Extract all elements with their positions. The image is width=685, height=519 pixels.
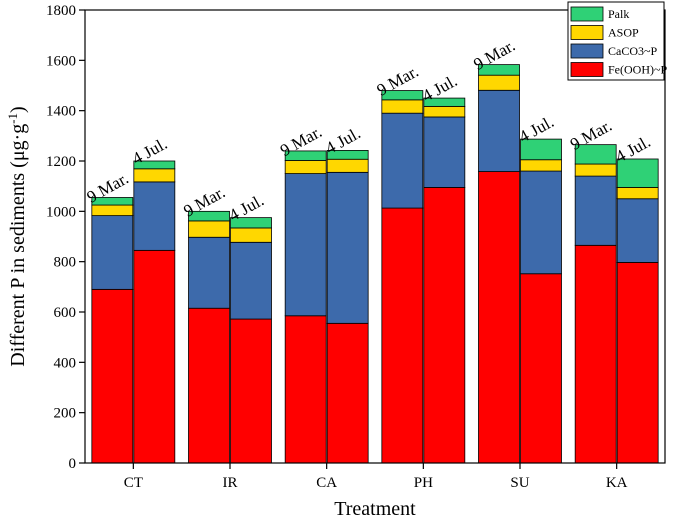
- bar-segment: [326, 150, 369, 160]
- y-tick-label: 200: [54, 406, 77, 422]
- bar-segment: [91, 288, 134, 464]
- bar-segment: [423, 116, 466, 188]
- y-axis-title-sup: -1: [5, 113, 20, 124]
- bar-segment: [326, 322, 369, 464]
- bar-segment: [616, 198, 659, 263]
- bar-segment: [520, 138, 562, 161]
- legend-label: Fe(OOH)~P: [608, 63, 667, 77]
- bar-segment: [133, 168, 176, 183]
- bar-segment: [423, 187, 466, 464]
- y-tick-label: 1400: [46, 104, 76, 120]
- bar-segment: [574, 175, 617, 246]
- x-axis: CT IR CA PH SU KA: [124, 463, 628, 491]
- legend-swatch: [570, 25, 604, 40]
- bar-segment: [381, 90, 424, 101]
- x-tick-label: IR: [223, 475, 238, 491]
- bar-segment: [616, 187, 659, 200]
- bar-segment: [574, 163, 617, 177]
- y-tick-label: 1600: [46, 53, 76, 69]
- bar-segment: [326, 171, 369, 324]
- x-tick-label: CA: [316, 475, 337, 491]
- y-tick-label: 1200: [46, 154, 76, 170]
- bars-group: [91, 64, 659, 464]
- bar-segment: [423, 105, 466, 118]
- legend-label: CaCO3~P: [608, 44, 657, 58]
- bar-segment: [423, 97, 466, 107]
- bar-segment: [91, 204, 134, 217]
- y-tick-label: 800: [54, 255, 77, 271]
- bar-segment: [91, 215, 134, 290]
- bar-segment: [520, 159, 562, 172]
- y-tick-label: 400: [54, 355, 77, 371]
- legend-swatch: [570, 43, 604, 59]
- bar-segment: [230, 217, 272, 229]
- bar-segment: [326, 158, 369, 173]
- bar-segment: [230, 318, 272, 464]
- y-axis-title-main: Different P in sediments (μg·g: [7, 124, 29, 367]
- bar-segment: [520, 170, 562, 275]
- bar-segment: [91, 197, 134, 206]
- bar-segment: [478, 89, 520, 172]
- y-tick-label: 1800: [46, 3, 76, 19]
- y-axis: 0 200 400 600 800 1000 1200 1400 1600 1800: [46, 3, 85, 472]
- bar-segment: [133, 160, 176, 170]
- y-tick-label: 1000: [46, 204, 76, 220]
- x-axis-title: Treatment: [334, 498, 416, 519]
- bar-segment: [478, 64, 520, 76]
- bar-segment: [478, 74, 520, 91]
- bar-segment: [284, 315, 327, 464]
- plot-frame: [84, 9, 666, 464]
- bar-segment: [478, 171, 520, 464]
- legend-label: ASOP: [608, 26, 639, 40]
- bar-segment: [381, 112, 424, 209]
- y-axis-title-end: ): [7, 106, 29, 113]
- bar-segment: [133, 181, 176, 251]
- bar-segment: [520, 273, 562, 464]
- bar-segment: [381, 99, 424, 114]
- bar-segment: [188, 220, 230, 238]
- bar-segment: [381, 207, 424, 464]
- bar-segment: [284, 150, 327, 161]
- bar-segment: [574, 244, 617, 464]
- bar-segment: [230, 241, 272, 320]
- bar-segment: [616, 158, 659, 188]
- bar-segment: [133, 249, 176, 464]
- legend-label: Palk: [608, 7, 629, 21]
- x-tick-label: PH: [414, 475, 433, 491]
- bar-segment: [616, 262, 659, 464]
- x-tick-label: KA: [606, 475, 628, 491]
- legend: Palk ASOP CaCO3~P Fe(OOH)~P: [567, 1, 667, 81]
- x-tick-label: SU: [510, 475, 529, 491]
- y-tick-label: 600: [54, 305, 77, 321]
- bar-segment: [230, 227, 272, 243]
- bar-segment: [188, 210, 230, 222]
- y-tick-label: 0: [69, 456, 77, 472]
- legend-swatch: [570, 6, 604, 22]
- bar-segment: [574, 144, 617, 165]
- bar-segment: [284, 173, 327, 317]
- legend-swatch: [570, 62, 604, 77]
- y-axis-title: Different P in sediments (μg·g-1): [5, 106, 30, 366]
- x-tick-label: CT: [124, 475, 143, 491]
- bar-segment: [188, 307, 230, 464]
- bar-segment: [188, 236, 230, 309]
- bar-segment: [284, 160, 327, 174]
